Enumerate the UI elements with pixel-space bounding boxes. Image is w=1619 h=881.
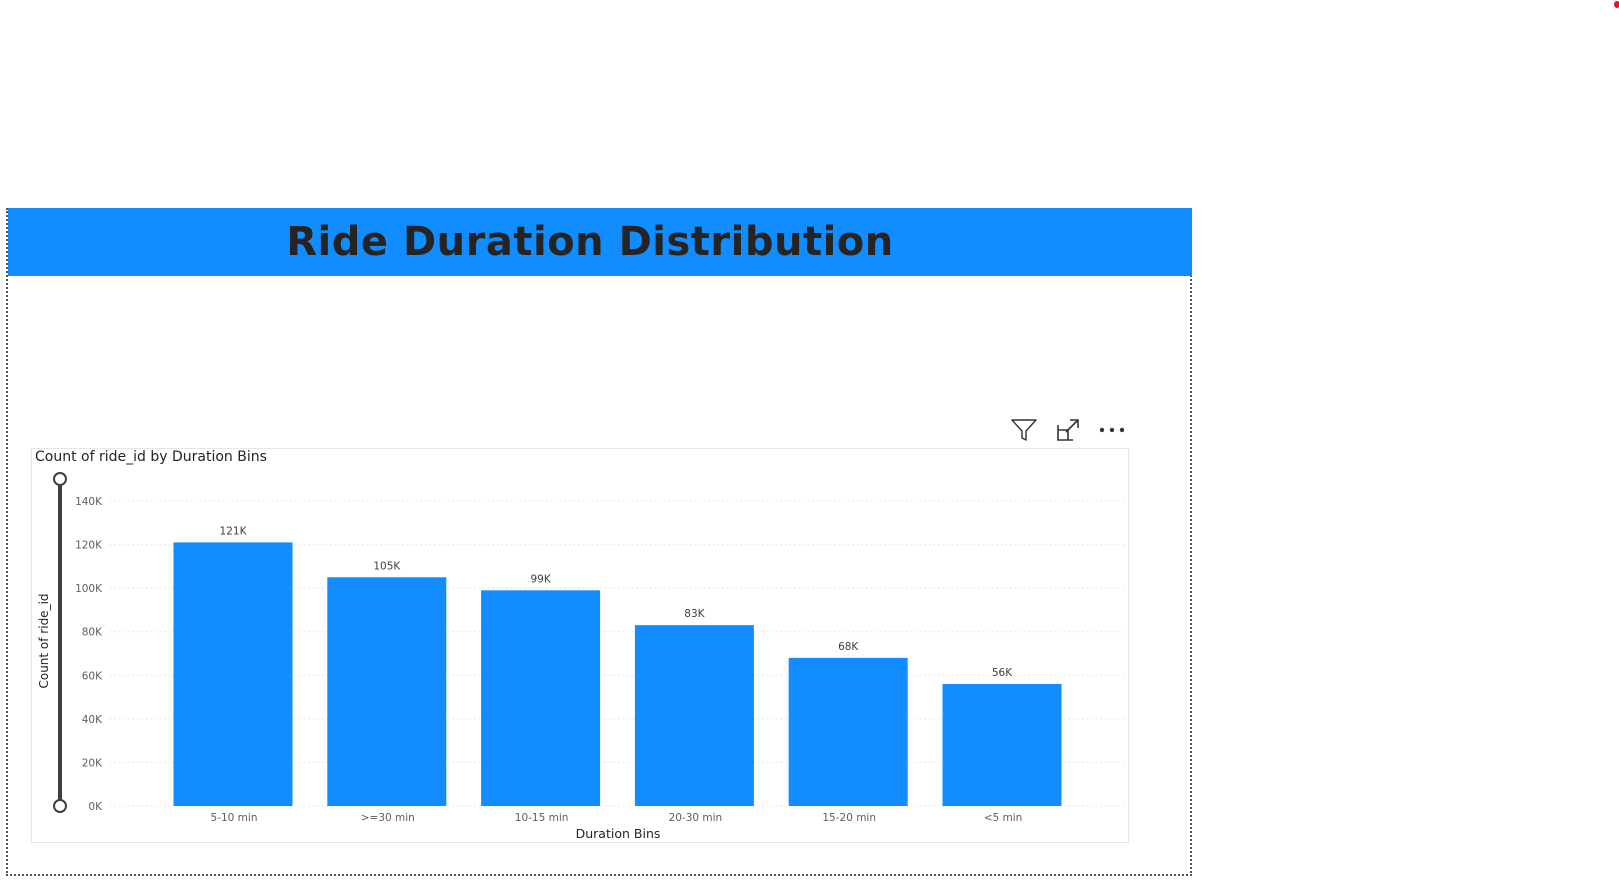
more-options-icon[interactable] bbox=[1098, 416, 1126, 444]
bar[interactable] bbox=[942, 684, 1062, 806]
corner-indicator bbox=[1614, 1, 1619, 8]
y-tick-label: 100K bbox=[75, 583, 103, 595]
bar[interactable] bbox=[327, 577, 447, 806]
zoom-slider-bottom-handle[interactable] bbox=[53, 799, 67, 813]
data-label: 105K bbox=[373, 560, 401, 572]
y-tick-label: 20K bbox=[82, 757, 103, 769]
y-tick-label: 0K bbox=[88, 801, 103, 813]
visual-header bbox=[1010, 414, 1130, 446]
y-tick-label: 140K bbox=[75, 496, 103, 508]
page-title: Ride Duration Distribution bbox=[286, 219, 894, 265]
data-labels: 121K 105K 99K 83K 68K 56K bbox=[220, 525, 1014, 679]
zoom-slider-top-handle[interactable] bbox=[53, 472, 67, 486]
x-tick-label: <5 min bbox=[984, 812, 1023, 824]
bar[interactable] bbox=[481, 590, 601, 806]
title-banner: Ride Duration Distribution bbox=[8, 208, 1192, 276]
bar[interactable] bbox=[788, 657, 908, 806]
x-tick-label: >=30 min bbox=[361, 812, 415, 824]
data-label: 68K bbox=[838, 641, 859, 653]
bars bbox=[173, 542, 1062, 806]
data-label: 83K bbox=[684, 608, 705, 620]
y-tick-label: 120K bbox=[75, 540, 103, 552]
x-tick-label: 15-20 min bbox=[822, 812, 876, 824]
report-canvas-frame bbox=[6, 208, 1192, 876]
bar[interactable] bbox=[634, 625, 754, 806]
x-axis-ticks: 5-10 min >=30 min 10-15 min 20-30 min 15-20 … bbox=[211, 812, 1023, 824]
x-tick-label: 10-15 min bbox=[515, 812, 569, 824]
filter-icon[interactable] bbox=[1010, 416, 1038, 444]
data-label: 56K bbox=[992, 667, 1013, 679]
y-tick-label: 80K bbox=[82, 627, 103, 639]
bar[interactable] bbox=[173, 542, 293, 806]
x-tick-label: 20-30 min bbox=[669, 812, 723, 824]
x-axis-title: Duration Bins bbox=[576, 826, 661, 841]
data-label: 99K bbox=[530, 573, 551, 585]
data-label: 121K bbox=[220, 525, 248, 537]
zoom-slider bbox=[53, 472, 67, 813]
focus-mode-icon[interactable] bbox=[1054, 416, 1082, 444]
y-tick-label: 40K bbox=[82, 714, 103, 726]
y-axis-title: Count of ride_id bbox=[37, 593, 51, 688]
x-tick-label: 5-10 min bbox=[211, 812, 258, 824]
y-tick-label: 60K bbox=[82, 670, 103, 682]
chart-title: Count of ride_id by Duration Bins bbox=[35, 449, 267, 465]
y-axis-ticks: 0K 20K 40K 60K 80K 100K 120K 140K bbox=[75, 496, 103, 813]
